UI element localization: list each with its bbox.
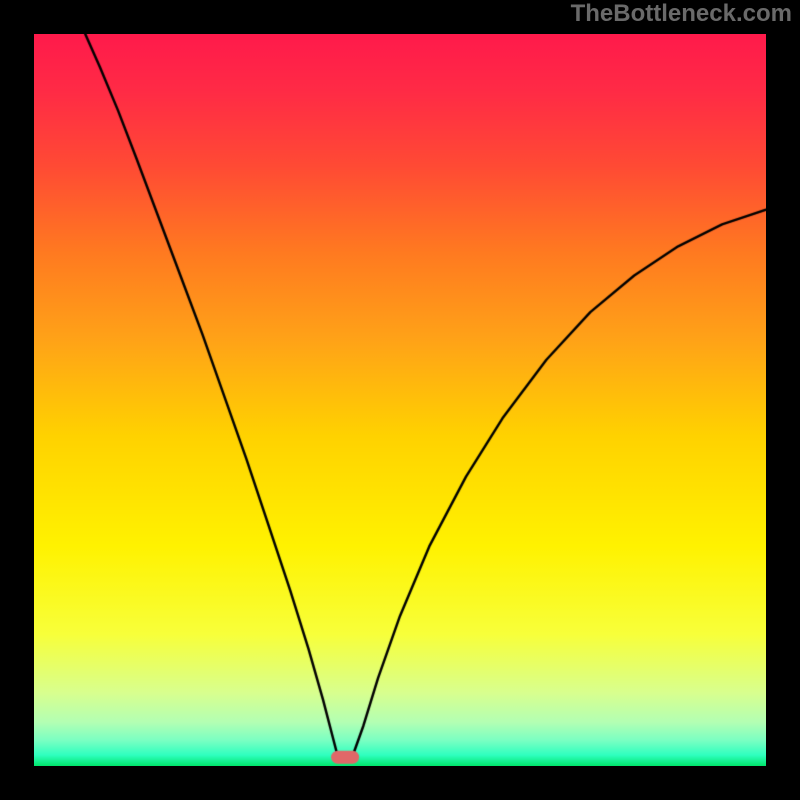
bottleneck-curve	[34, 34, 766, 766]
watermark-text: TheBottleneck.com	[571, 0, 792, 28]
chart-root: TheBottleneck.com	[0, 0, 800, 800]
plot-area	[34, 34, 766, 766]
